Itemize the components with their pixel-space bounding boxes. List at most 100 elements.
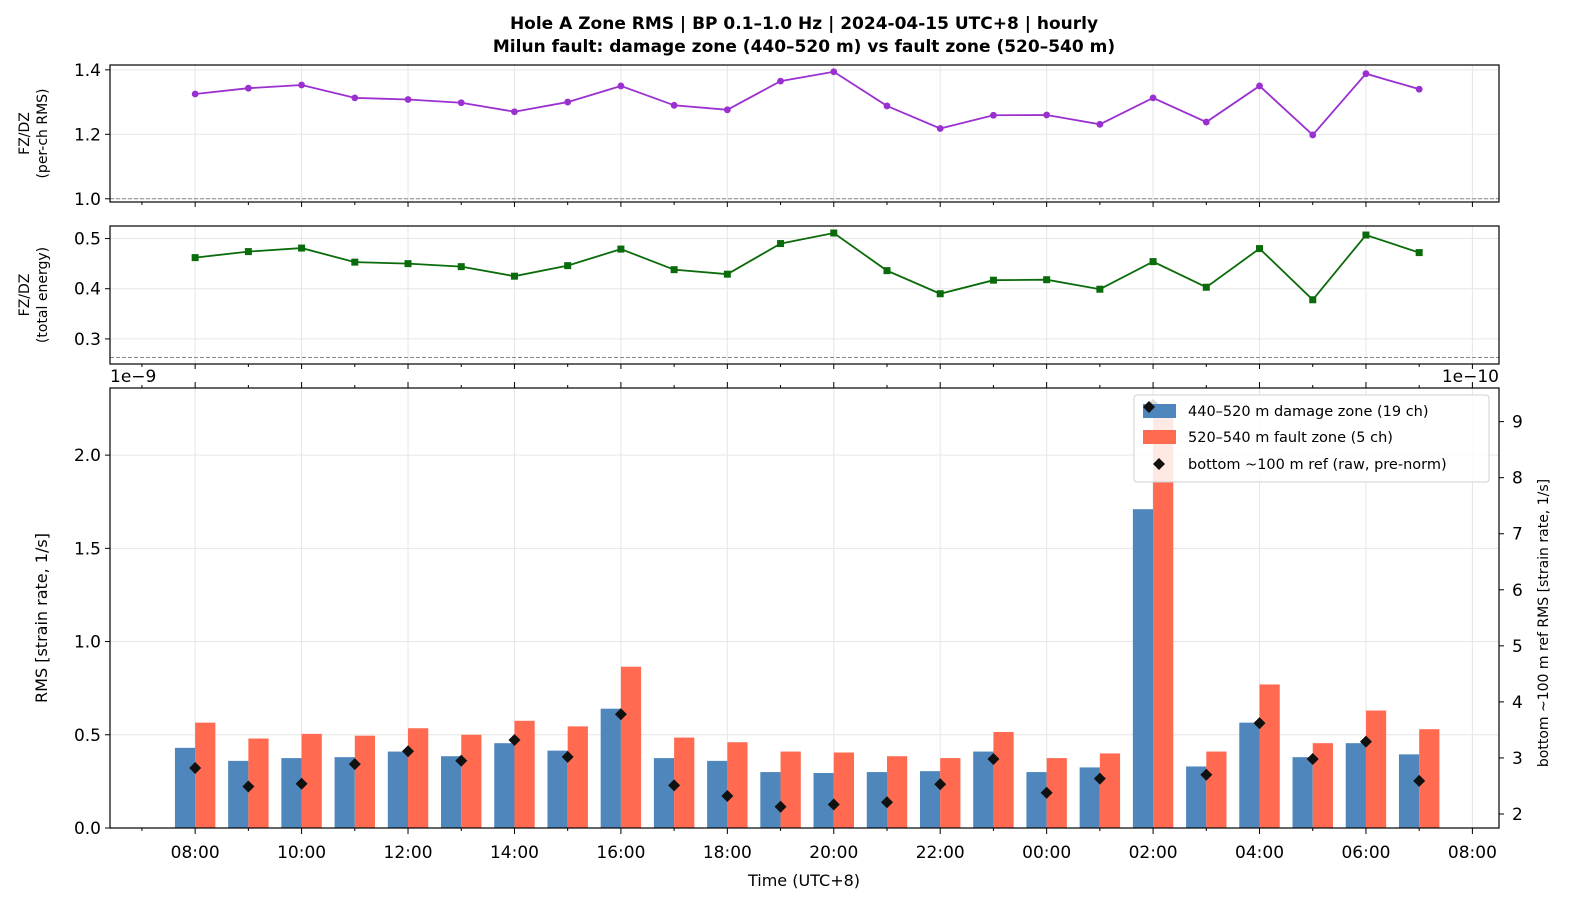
ratio-energy-point xyxy=(1362,231,1370,239)
legend-marker-ref xyxy=(1153,458,1165,470)
ratio-energy-point xyxy=(351,258,359,266)
ref-marker xyxy=(774,800,787,813)
ratio-energy-point xyxy=(1415,249,1423,257)
right-axis-offset-label: 1e−10 xyxy=(1442,367,1499,387)
zone-rms-ytick-right-label: 2 xyxy=(1512,805,1523,825)
damage-zone-bar xyxy=(1345,743,1366,828)
fault-zone-bar xyxy=(408,728,429,828)
chart-title-line2: Milun fault: damage zone (440–520 m) vs … xyxy=(493,37,1115,57)
fault-zone-bar xyxy=(940,758,961,828)
fault-zone-bar xyxy=(1365,710,1387,828)
damage-zone-bar xyxy=(228,760,249,828)
ratio-energy-point xyxy=(1256,245,1264,253)
ratio-energy-point xyxy=(617,245,625,253)
damage-zone-bar xyxy=(547,750,568,828)
fault-zone-bar xyxy=(1419,729,1440,828)
ratio-energy-ylabel-line1: FZ/DZ xyxy=(17,274,33,317)
ratio-rms-point xyxy=(457,99,465,107)
ratio-energy-ylabel-line2: (total energy) xyxy=(35,247,51,343)
ratio-energy-point xyxy=(883,267,891,275)
damage-zone-bar xyxy=(919,771,941,828)
ratio-energy-point xyxy=(830,229,838,237)
ref-marker xyxy=(934,778,947,791)
ratio-energy-point xyxy=(564,262,572,270)
ratio-rms-point xyxy=(1309,131,1317,139)
ratio-energy-point xyxy=(404,260,412,268)
x-axis-label: Time (UTC+8) xyxy=(747,871,860,890)
ratio-rms-ylabel-line2: (per-ch RMS) xyxy=(35,88,51,178)
zone-rms-xtick-label: 16:00 xyxy=(596,843,645,863)
zone-rms-panel: 0.0 0.5 1.0 1.5 2.0 2 3 4 5 6 7 8 9 08:00 10:00 12:00 14… xyxy=(32,367,1552,890)
y-axis-label-right: bottom ~100 m ref RMS [strain rate, 1/s] xyxy=(1536,479,1552,767)
legend-label-ref: bottom ~100 m ref (raw, pre-norm) xyxy=(1188,457,1447,473)
y-axis-label: RMS [strain rate, 1/s] xyxy=(32,533,51,703)
ratio-energy-point xyxy=(989,276,997,284)
zone-rms-xtick-label: 14:00 xyxy=(490,843,539,863)
zone-rms-xtick-label: 04:00 xyxy=(1235,843,1284,863)
fault-zone-bar xyxy=(1153,404,1174,828)
fault-zone-bar xyxy=(833,752,854,828)
legend-box xyxy=(1133,394,1490,483)
zone-rms-xtick-label: 06:00 xyxy=(1341,843,1390,863)
ratio-rms-axes-frame xyxy=(109,64,1500,203)
damage-zone-bar xyxy=(334,757,355,828)
damage-zone-bar xyxy=(1398,754,1420,828)
ratio-rms-point xyxy=(1362,70,1370,78)
ref-marker xyxy=(1413,774,1426,787)
damage-zone-bar xyxy=(653,758,675,828)
fault-zone-bar xyxy=(727,742,748,828)
fault-zone-bar xyxy=(993,731,1014,828)
ratio-energy-point xyxy=(1202,283,1210,291)
ratio-rms-point xyxy=(1149,94,1157,102)
ref-marker xyxy=(242,780,255,793)
ref-marker xyxy=(721,790,734,803)
fault-zone-bar xyxy=(674,737,695,828)
ref-marker xyxy=(1253,717,1266,730)
ratio-energy-point xyxy=(1043,276,1051,284)
zone-rms-xtick-label: 02:00 xyxy=(1129,843,1178,863)
ratio-rms-point xyxy=(191,90,199,98)
fault-zone-bar xyxy=(620,666,642,828)
ratio-energy-point xyxy=(777,240,785,248)
ratio-rms-panel: 1.0 1.2 1.4 FZ/DZ (per-ch RMS) xyxy=(17,61,1500,210)
legend-marker-overlay xyxy=(1143,401,1155,413)
ratio-rms-point xyxy=(564,98,572,106)
ratio-rms-point xyxy=(1415,85,1423,93)
ref-marker xyxy=(880,796,893,809)
ratio-rms-point xyxy=(1043,111,1051,119)
fault-zone-bar xyxy=(354,735,376,828)
damage-zone-bar xyxy=(494,743,515,828)
ratio-rms-point xyxy=(883,102,891,110)
ratio-rms-ytick-label: 1.2 xyxy=(74,125,101,145)
zone-rms-ytick-right-label: 7 xyxy=(1512,525,1523,545)
chart-title-line1: Hole A Zone RMS | BP 0.1–1.0 Hz | 2024-0… xyxy=(510,14,1098,34)
ref-marker xyxy=(1093,772,1106,785)
ratio-rms-point xyxy=(1202,118,1210,126)
fault-zone-bar xyxy=(1259,684,1280,828)
fault-zone-bar xyxy=(461,734,482,828)
damage-zone-bar xyxy=(973,751,994,828)
legend-label-damage-zone: 440–520 m damage zone (19 ch) xyxy=(1188,404,1429,420)
fault-zone-bar xyxy=(1099,753,1121,828)
ratio-energy-point xyxy=(1309,296,1317,304)
ratio-rms-point xyxy=(670,101,678,109)
ref-marker xyxy=(668,779,681,792)
zone-rms-ytick-right-label: 4 xyxy=(1512,693,1523,713)
damage-zone-bar xyxy=(866,772,887,828)
zone-rms-ytick-right-label: 5 xyxy=(1512,637,1523,657)
ratio-rms-series-line xyxy=(195,70,1420,137)
zone-rms-ytick-right-label: 3 xyxy=(1512,749,1523,769)
ratio-energy-point xyxy=(1096,285,1104,293)
ratio-rms-point xyxy=(617,82,625,90)
fault-zone-bar xyxy=(1046,758,1067,828)
damage-zone-bar xyxy=(387,751,409,828)
ratio-rms-point xyxy=(723,106,731,114)
ratio-rms-point xyxy=(990,111,997,119)
left-axis-offset-label: 1e−9 xyxy=(110,367,156,387)
ref-marker xyxy=(189,762,202,775)
zone-rms-xtick-label: 10:00 xyxy=(277,843,326,863)
ratio-rms-point xyxy=(298,81,305,89)
fault-zone-bar xyxy=(248,738,269,828)
ref-marker xyxy=(295,777,308,790)
zone-rms-ytick-right-label: 8 xyxy=(1512,469,1523,489)
